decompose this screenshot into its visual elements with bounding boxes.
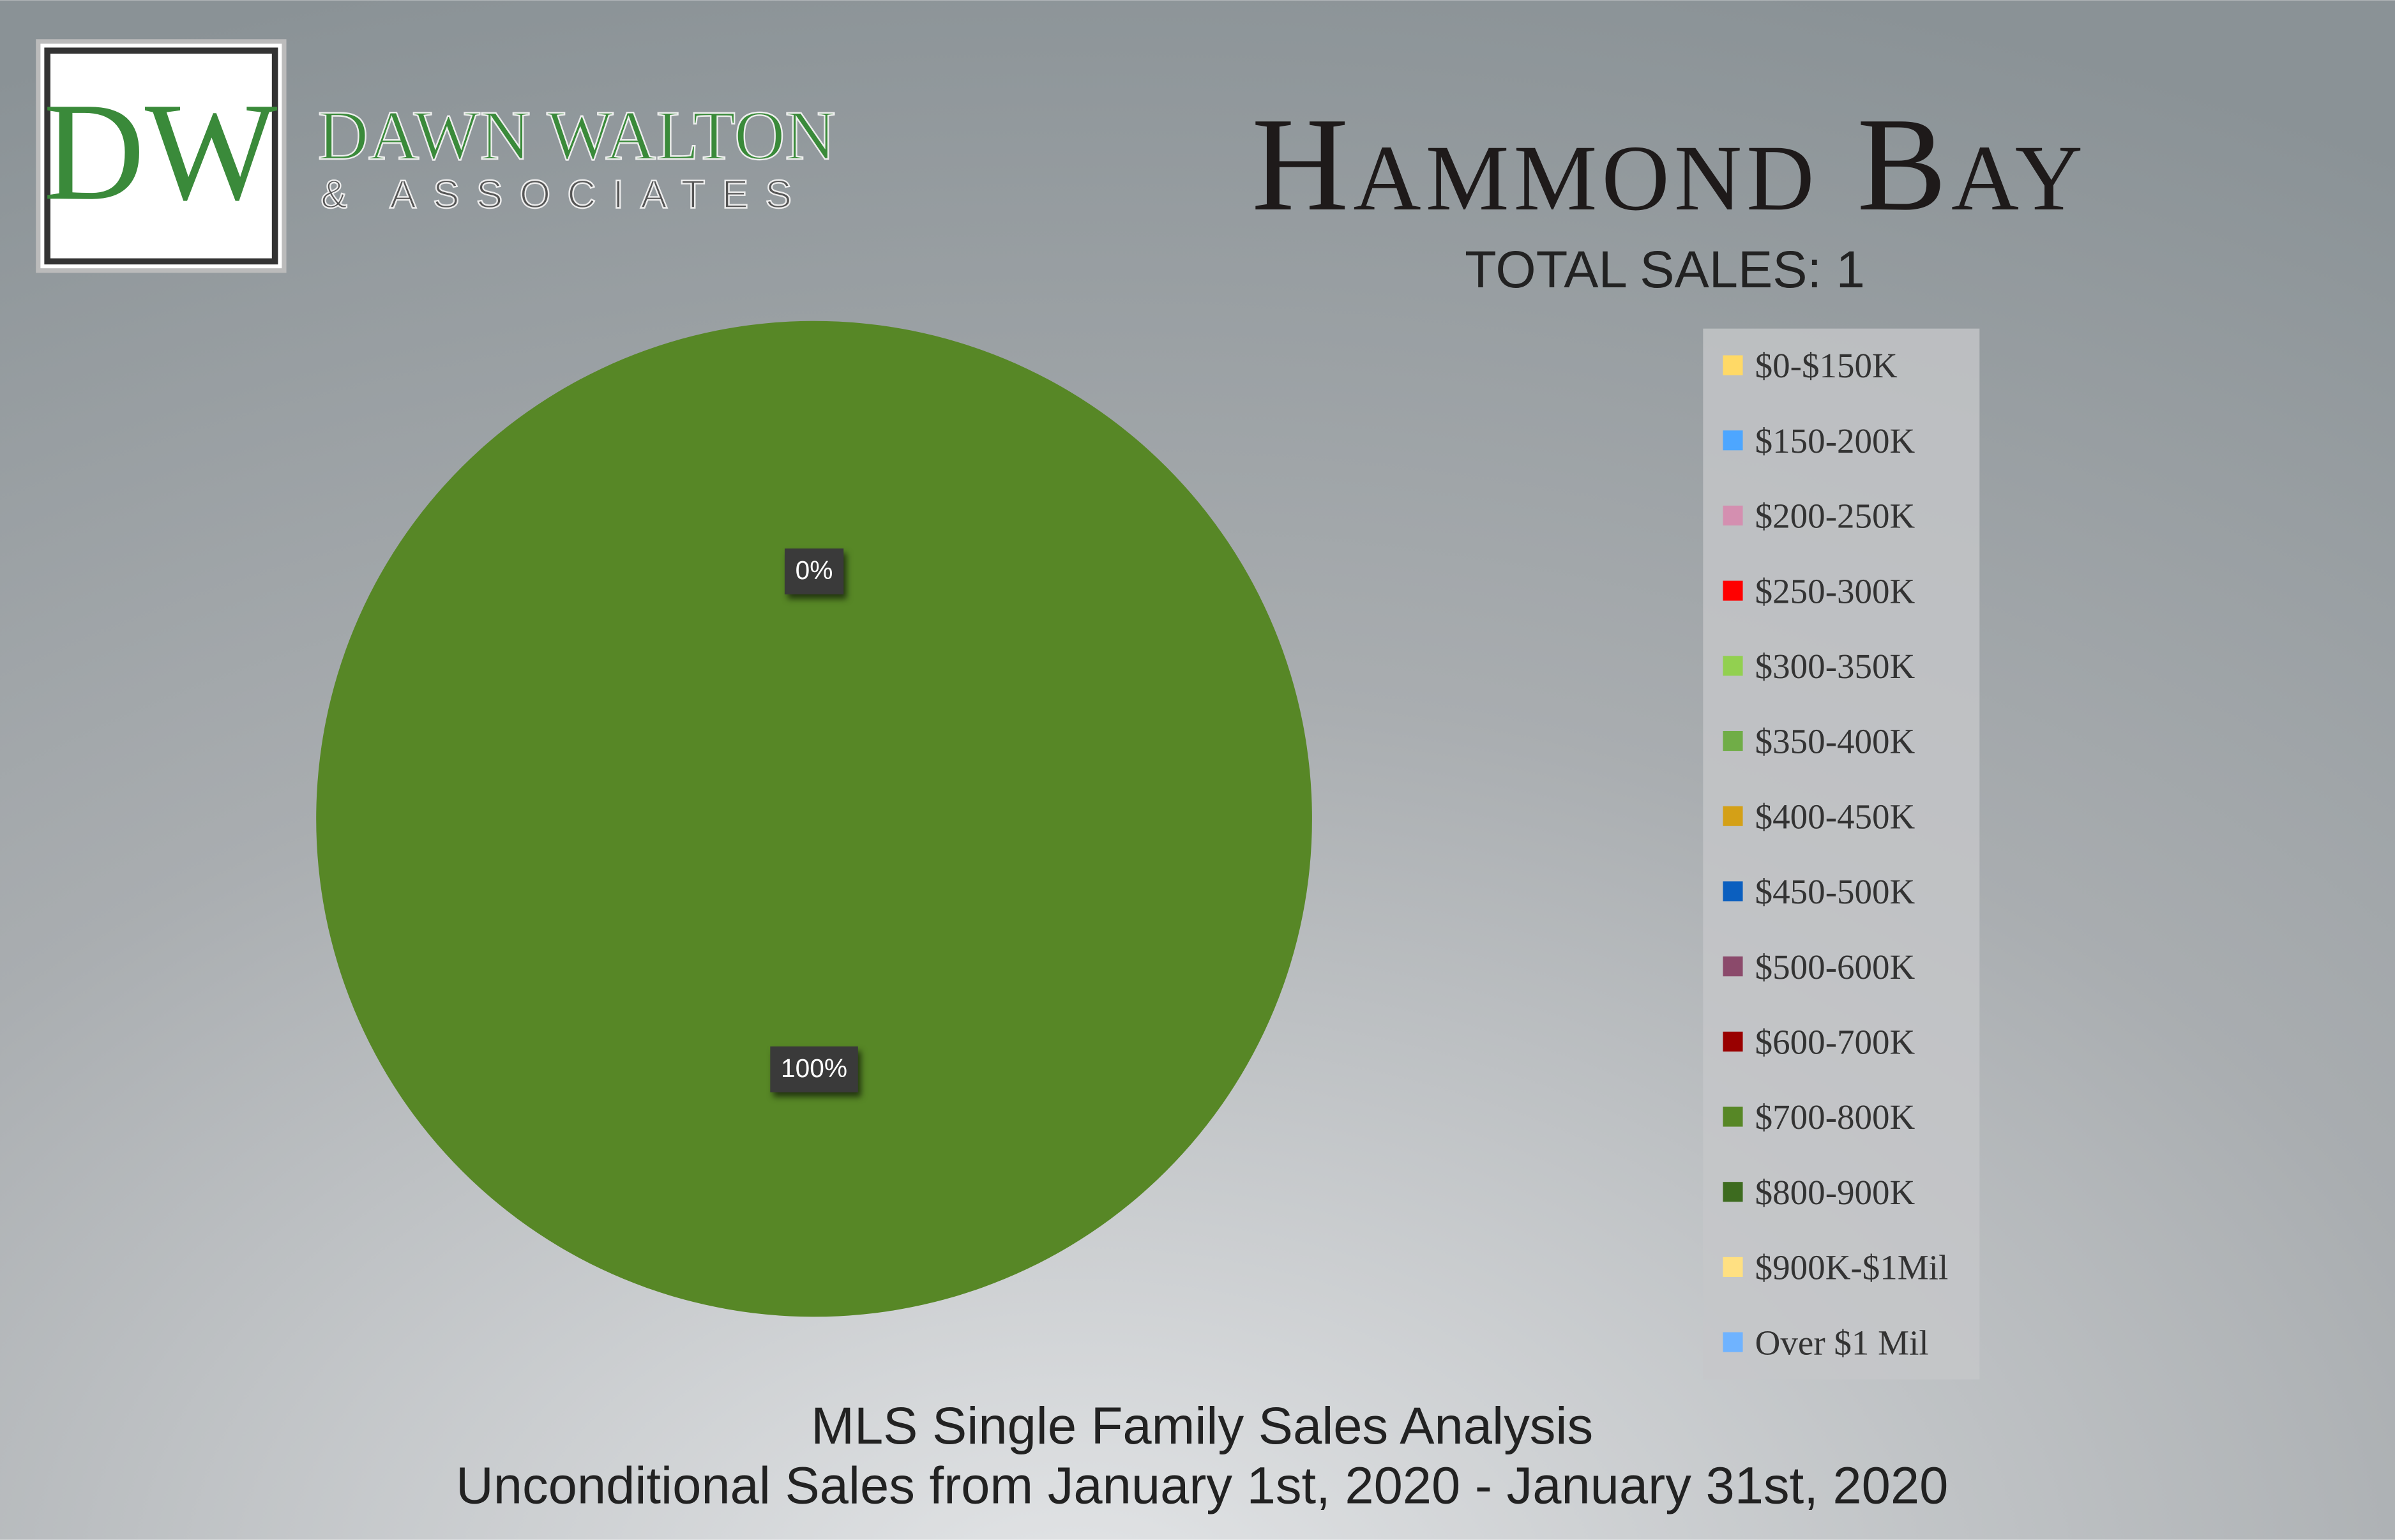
chart-subtitle: TOTAL SALES: 1 bbox=[1465, 241, 1865, 299]
legend-box bbox=[1703, 328, 1980, 1380]
chart-title: Hammond Bay bbox=[1251, 89, 2087, 239]
legend-swatch bbox=[1723, 1031, 1743, 1052]
logo-monogram: DW bbox=[43, 73, 278, 229]
legend-swatch bbox=[1723, 656, 1743, 676]
pie-slice bbox=[316, 321, 1312, 1317]
legend-swatch bbox=[1723, 355, 1743, 375]
footer-line: Unconditional Sales from January 1st, 20… bbox=[456, 1456, 1948, 1514]
legend-label: $300-350K bbox=[1755, 647, 1915, 686]
legend-label: $150-200K bbox=[1755, 421, 1915, 460]
data-labels: 100% 0% bbox=[770, 548, 858, 1092]
legend-label: $600-700K bbox=[1755, 1022, 1915, 1061]
legend-label: $200-250K bbox=[1755, 497, 1915, 536]
footer-line: MLS Single Family Sales Analysis bbox=[811, 1397, 1593, 1455]
legend-swatch bbox=[1723, 1257, 1743, 1277]
legend-label: $350-400K bbox=[1755, 722, 1915, 761]
pie bbox=[316, 321, 1312, 1317]
legend-swatch bbox=[1723, 956, 1743, 977]
data-label: 100% bbox=[781, 1053, 847, 1083]
legend-swatch bbox=[1723, 1182, 1743, 1202]
legend-swatch bbox=[1723, 580, 1743, 601]
legend-label: $400-450K bbox=[1755, 797, 1915, 836]
logo-tagline: & ASSOCIATES bbox=[321, 173, 808, 217]
legend-swatch bbox=[1723, 806, 1743, 826]
legend: $0-$150K $150-200K $200-250K $250-300K $300-… bbox=[1723, 346, 1948, 1362]
logo-frame bbox=[36, 39, 287, 273]
data-label: 0% bbox=[796, 555, 833, 585]
legend-label: $250-300K bbox=[1755, 571, 1915, 610]
legend-swatch bbox=[1723, 1332, 1743, 1352]
logo-name: DAWN WALTON bbox=[318, 96, 836, 174]
legend-label: $450-500K bbox=[1755, 872, 1915, 911]
legend-label: Over $1 Mil bbox=[1755, 1323, 1929, 1362]
legend-swatch bbox=[1723, 430, 1743, 451]
logo-border bbox=[44, 47, 278, 265]
legend-label: $700-800K bbox=[1755, 1098, 1915, 1136]
legend-label: $500-600K bbox=[1755, 947, 1915, 986]
legend-swatch bbox=[1723, 881, 1743, 902]
legend-swatch bbox=[1723, 505, 1743, 526]
data-label-box bbox=[770, 1046, 858, 1092]
legend-label: $0-$150K bbox=[1755, 346, 1898, 385]
data-label-box bbox=[784, 548, 844, 594]
legend-label: $900K-$1Mil bbox=[1755, 1248, 1949, 1287]
legend-swatch bbox=[1723, 1106, 1743, 1127]
legend-swatch bbox=[1723, 730, 1743, 751]
legend-label: $800-900K bbox=[1755, 1173, 1915, 1212]
